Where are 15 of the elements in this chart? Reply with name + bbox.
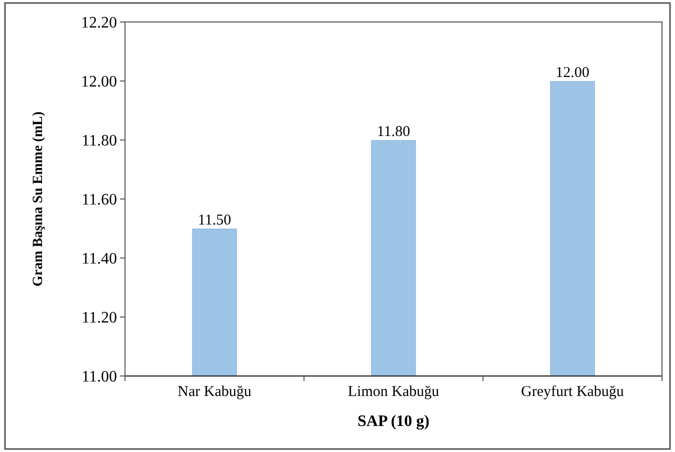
data-label: 11.50	[198, 212, 232, 228]
y-tick-label: 12.20	[81, 14, 117, 32]
y-tick-label: 11.60	[82, 192, 117, 209]
y-tick-label: 11.40	[82, 250, 117, 268]
data-label: 11.80	[376, 124, 410, 140]
x-tick-label: Nar Kabuğu	[178, 384, 252, 400]
y-tick-label: 11.20	[82, 310, 117, 327]
y-tick-label: 12.00	[81, 74, 117, 91]
y-tick-label: 11.00	[82, 368, 117, 386]
y-axis-title: Gram Başına Su Emme (mL)	[31, 111, 46, 286]
y-tick-label: 11.80	[82, 132, 117, 150]
data-label: 12.00	[556, 65, 590, 81]
x-tick-label: Limon Kabuğu	[348, 384, 440, 400]
x-tick-label: Greyfurt Kabuğu	[521, 384, 624, 400]
x-axis-title: SAP (10 g)	[358, 413, 430, 430]
